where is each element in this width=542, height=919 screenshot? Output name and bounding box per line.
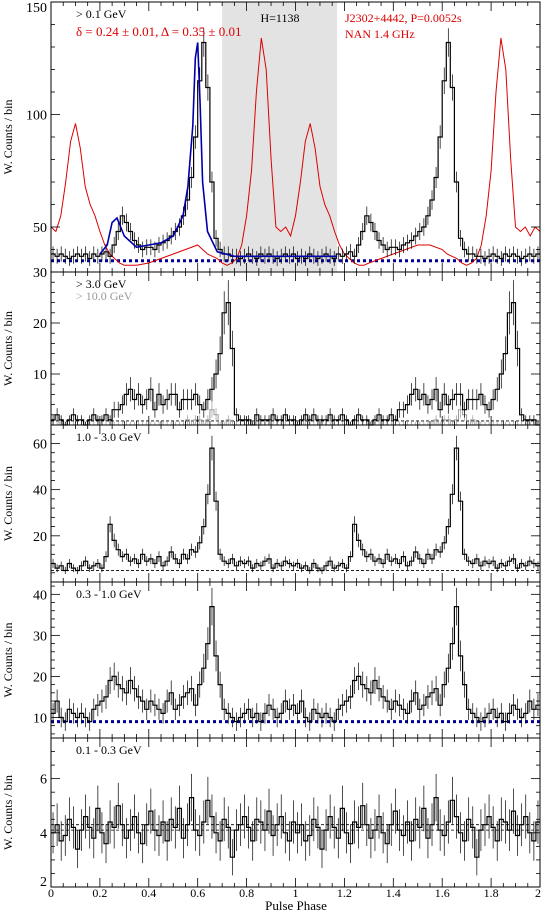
panel-5: 2 4 6 W. Counts / bin 0.1 - 0.3 GeV bbox=[1, 737, 541, 890]
x-axis-label: Pulse Phase bbox=[265, 898, 327, 913]
source-label: J2302+4442, P=0.0052s bbox=[345, 11, 462, 25]
counts-histogram bbox=[51, 302, 540, 426]
offpulse-region bbox=[222, 2, 338, 272]
y-tick-label: 60 bbox=[33, 437, 47, 452]
y-axis-label: W. Counts / bin bbox=[1, 775, 15, 850]
y-tick-label: 10 bbox=[33, 711, 47, 726]
panel-4: 10 20 30 40 W. Counts / bin 0.3 - 1.0 GeV bbox=[1, 581, 541, 739]
y-tick-label: 150 bbox=[26, 1, 47, 16]
y-axis-label: W. Counts / bin bbox=[1, 623, 15, 698]
y-tick-label: 30 bbox=[33, 266, 47, 281]
panel-2: 10 20 W. Counts / bin > 3.0 GeV> 10.0 GeV bbox=[1, 271, 541, 426]
y-tick-label: 2 bbox=[40, 875, 47, 890]
energy-label: 0.3 - 1.0 GeV bbox=[76, 587, 142, 601]
x-tick-label: 0.8 bbox=[239, 886, 254, 900]
x-tick-label: 1.2 bbox=[337, 886, 352, 900]
energy-label: > 0.1 GeV bbox=[76, 7, 127, 21]
x-tick-label: 0 bbox=[48, 886, 54, 900]
x-tick-label: 1 bbox=[293, 886, 299, 900]
y-tick-label: 20 bbox=[33, 530, 47, 545]
y-axis-label: W. Counts / bin bbox=[1, 311, 15, 386]
x-tick-label: 0.2 bbox=[92, 886, 107, 900]
energy-label: 0.1 - 0.3 GeV bbox=[76, 743, 142, 757]
y-tick-label: 10 bbox=[33, 368, 47, 383]
counts-histogram bbox=[51, 797, 540, 858]
y-tick-label: 40 bbox=[33, 588, 47, 603]
y-tick-label: 100 bbox=[26, 109, 47, 124]
x-tick-label: 1.8 bbox=[484, 886, 499, 900]
panel-frame bbox=[50, 581, 541, 739]
panel-3: 20 40 60 W. Counts / bin 1.0 - 3.0 GeV bbox=[1, 424, 541, 583]
energy-label-high: > 10.0 GeV bbox=[76, 289, 133, 303]
panel-frame bbox=[50, 737, 541, 888]
fit-parameters-label: δ = 0.24 ± 0.01, Δ = 0.35 ± 0.01 bbox=[76, 24, 241, 39]
radio-profile-line bbox=[50, 37, 541, 266]
fit-curve-line bbox=[99, 42, 338, 258]
radio-band-label: NAN 1.4 GHz bbox=[345, 27, 415, 41]
y-axis-label: W. Counts / bin bbox=[1, 466, 15, 541]
y-tick-label: 4 bbox=[40, 827, 47, 842]
panel-1: 50 100 150 30 W. Counts / bin > 0.1 GeV δ = 0.… bbox=[1, 1, 541, 281]
h-test-label: H=1138 bbox=[261, 11, 300, 25]
x-tick-label: 2 bbox=[535, 886, 541, 900]
y-tick-label: 20 bbox=[33, 317, 47, 332]
counts-histogram bbox=[51, 606, 540, 723]
y-tick-label: 30 bbox=[33, 629, 47, 644]
energy-label: 1.0 - 3.0 GeV bbox=[76, 430, 142, 444]
x-tick-label: 1.4 bbox=[386, 886, 401, 900]
x-tick-label: 0.6 bbox=[190, 886, 205, 900]
energy-label: > 3.0 GeV bbox=[76, 277, 127, 291]
y-tick-label: 20 bbox=[33, 670, 47, 685]
x-tick-label: 0.4 bbox=[141, 886, 156, 900]
y-tick-label: 50 bbox=[33, 221, 47, 236]
y-tick-label: 40 bbox=[33, 484, 47, 499]
y-tick-label: 6 bbox=[40, 773, 47, 788]
x-axis: 0 0.2 0.4 0.6 0.8 1 1.2 1.4 1.6 1.8 2 bbox=[48, 886, 541, 900]
counts-histogram bbox=[51, 447, 540, 572]
x-tick-label: 1.6 bbox=[435, 886, 450, 900]
y-axis-label: W. Counts / bin bbox=[1, 100, 15, 175]
